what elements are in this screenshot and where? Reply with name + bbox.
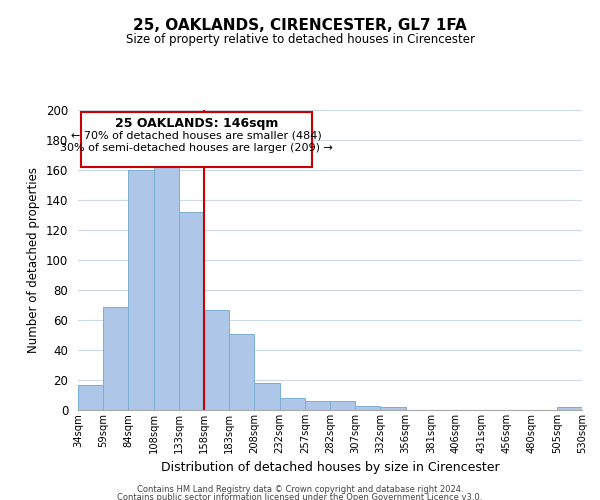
Bar bbox=[154, 166, 179, 410]
Bar bbox=[280, 398, 305, 410]
Bar bbox=[128, 170, 154, 410]
Bar bbox=[330, 401, 355, 410]
Text: 30% of semi-detached houses are larger (209) →: 30% of semi-detached houses are larger (… bbox=[60, 143, 333, 153]
Bar bbox=[229, 334, 254, 410]
Bar bbox=[380, 407, 406, 410]
Text: Contains public sector information licensed under the Open Government Licence v3: Contains public sector information licen… bbox=[118, 493, 482, 500]
FancyBboxPatch shape bbox=[80, 112, 313, 167]
Bar bbox=[204, 310, 229, 410]
X-axis label: Distribution of detached houses by size in Cirencester: Distribution of detached houses by size … bbox=[161, 462, 499, 474]
Text: Contains HM Land Registry data © Crown copyright and database right 2024.: Contains HM Land Registry data © Crown c… bbox=[137, 485, 463, 494]
Bar bbox=[557, 407, 582, 410]
Y-axis label: Number of detached properties: Number of detached properties bbox=[28, 167, 40, 353]
Bar bbox=[78, 384, 103, 410]
Bar bbox=[254, 383, 280, 410]
Text: 25 OAKLANDS: 146sqm: 25 OAKLANDS: 146sqm bbox=[115, 118, 278, 130]
Bar bbox=[103, 306, 128, 410]
Text: ← 70% of detached houses are smaller (484): ← 70% of detached houses are smaller (48… bbox=[71, 131, 322, 141]
Bar bbox=[179, 212, 204, 410]
Text: Size of property relative to detached houses in Cirencester: Size of property relative to detached ho… bbox=[125, 32, 475, 46]
Bar bbox=[305, 401, 330, 410]
Text: 25, OAKLANDS, CIRENCESTER, GL7 1FA: 25, OAKLANDS, CIRENCESTER, GL7 1FA bbox=[133, 18, 467, 32]
Bar bbox=[355, 406, 380, 410]
